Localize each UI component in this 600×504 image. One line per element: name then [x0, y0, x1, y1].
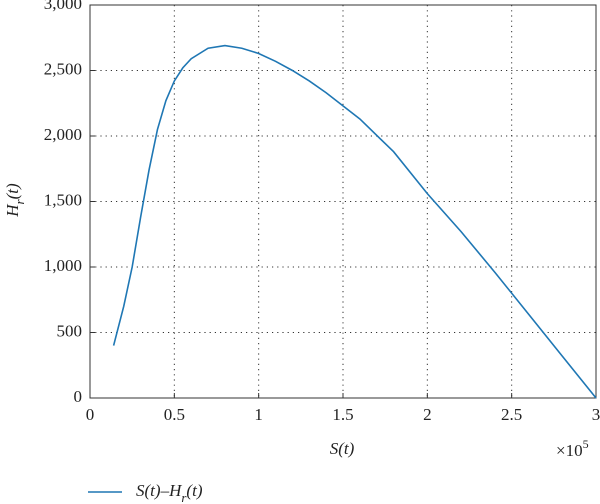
x-multiplier: ×105: [556, 437, 589, 460]
x-axis-label: S(t): [330, 439, 355, 458]
plot-frame: [89, 4, 597, 399]
y-tick-label: 2,000: [44, 125, 82, 144]
multiplier-exponent: 5: [583, 437, 589, 451]
y-tick-label: 0: [74, 387, 83, 406]
data-line: [112, 44, 597, 399]
y-axis-label: Hr(t): [3, 183, 28, 218]
x-tick-label: 2: [423, 405, 432, 424]
multiplier-base: ×10: [556, 441, 583, 460]
x-tick-label: 0: [86, 405, 95, 424]
y-tick-label: 1,500: [44, 190, 82, 209]
y-tick-label: 1,000: [44, 256, 82, 275]
y-tick-label: 3,000: [44, 0, 82, 13]
x-tick-label: 1.5: [332, 405, 353, 424]
y-tick-label: 500: [57, 321, 83, 340]
y-tick-label: 2,500: [44, 59, 82, 78]
x-tick-label: 2.5: [501, 405, 522, 424]
x-tick-label: 1: [254, 405, 263, 424]
x-tick-label: 0.5: [164, 405, 185, 424]
legend-label: S(t)–Hr(t): [136, 481, 203, 504]
x-tick-label: 3: [592, 405, 600, 424]
